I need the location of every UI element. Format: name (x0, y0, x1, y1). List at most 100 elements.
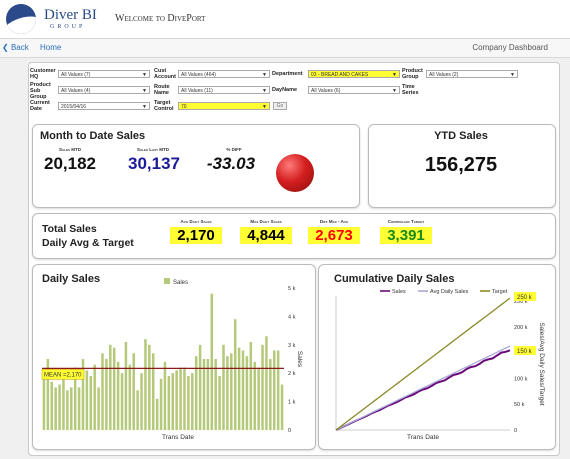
sales-mtd-label: Sales MTD (59, 147, 81, 152)
y-tick-label: 4 k (288, 314, 296, 320)
bar (276, 350, 280, 430)
daily-x-axis-label: Trans Date (162, 434, 194, 441)
bar (241, 350, 245, 430)
bar (66, 390, 69, 430)
welcome-title: Welcome to DivePort (115, 13, 206, 24)
y-tick-label: 3 k (288, 343, 296, 349)
customer-hq-value: All Values (7) (61, 72, 91, 78)
controlled-target-value: 3,391 (380, 227, 432, 244)
bar (198, 344, 202, 430)
bar (175, 370, 178, 430)
bar (233, 319, 237, 430)
bar (136, 390, 139, 430)
bar (194, 356, 198, 430)
bar (155, 398, 159, 430)
bar (210, 293, 214, 430)
ytd-title: YTD Sales (434, 130, 488, 142)
bar (269, 359, 272, 430)
cum-y-axis-label: Sales/Avg Daily Sales/Target (538, 322, 545, 406)
back-button[interactable]: ❮ Back (2, 43, 29, 52)
chevron-down-icon: ▼ (142, 104, 147, 110)
bar (58, 384, 61, 430)
chevron-down-icon: ▼ (392, 72, 397, 78)
bar (140, 373, 143, 430)
mean-label: MEAN =2,170 (44, 372, 82, 378)
bar (124, 341, 128, 430)
current-date-input[interactable]: 2015/04/16 ▼ (58, 102, 150, 110)
go-button[interactable]: Go (273, 102, 287, 110)
y-tick-label: 2 k (288, 371, 296, 377)
logo-subtext: GROUP (50, 24, 86, 30)
end-label-box-target (514, 292, 536, 301)
series-line (335, 345, 511, 431)
filter-label-product-sub-group: Product Sub Group (30, 82, 51, 100)
back-label: Back (10, 43, 29, 52)
department-select[interactable]: 03 - BREAD AND CAKES ▼ (308, 70, 400, 78)
y-tick-label: 0 (514, 428, 517, 434)
product-group-value: All Values (2) (429, 72, 459, 78)
pct-diff-value: -33.03 (206, 154, 256, 173)
customer-hq-select[interactable]: All Values (7) ▼ (58, 70, 150, 78)
bar (265, 336, 268, 430)
bar (132, 353, 135, 430)
diff-max-avg-value: 2,673 (308, 227, 360, 244)
bar (191, 373, 194, 430)
chevron-down-icon: ▼ (392, 88, 397, 94)
target-control-select[interactable]: 70 ▼ (178, 102, 270, 110)
y-tick-label: 250 k (514, 299, 528, 305)
cumulative-title: Cumulative Daily Sales (334, 273, 455, 285)
bar (112, 347, 116, 430)
legend-label: Avg Daily Sales (430, 289, 469, 295)
product-sub-group-select[interactable]: All Values (4) ▼ (58, 86, 150, 94)
filter-label-department: Department (272, 71, 303, 77)
bar (120, 373, 124, 430)
bar (128, 364, 132, 430)
max-daily-sales-label: Max Daily Sales (250, 219, 282, 224)
avg-daily-sales-value: 2,170 (170, 227, 222, 244)
filter-label-current-date: Current Date (30, 100, 50, 112)
diff-max-avg-label: Diff Max - Avg (319, 219, 349, 224)
bar (249, 341, 253, 430)
y-tick-label: 0 (288, 428, 291, 434)
bar (73, 367, 77, 430)
legend-label: Target (492, 289, 508, 295)
filter-label-time-series: Time Series (402, 84, 419, 96)
app-header: Diver BI GROUP Welcome to DivePort (0, 0, 570, 39)
dashboard-title: Company Dashboard (472, 43, 548, 52)
sales-last-mtd-value: 30,137 (128, 154, 180, 173)
bar (42, 376, 46, 430)
chevron-down-icon: ▼ (262, 104, 267, 110)
daily-y-axis-label: Sales (296, 351, 303, 368)
bar (144, 339, 147, 430)
chevron-down-icon: ▼ (142, 88, 147, 94)
cumulative-sales-chart: Sales Avg Daily Sales Target 0 50 k 100 k 150… (335, 289, 545, 441)
bar (105, 359, 108, 430)
target-control-value: 70 (181, 104, 187, 110)
product-group-select[interactable]: All Values (2) ▼ (426, 70, 518, 78)
bar (183, 367, 186, 430)
dayname-select[interactable]: All Values (6) ▼ (308, 86, 400, 94)
mean-label-box (41, 369, 85, 380)
bar (171, 373, 175, 430)
filter-bar: Customer HQ All Values (7) ▼ Cust Account… (30, 68, 550, 116)
filter-label-route-name: Route Name (154, 84, 170, 96)
legend-swatch-sales (164, 278, 170, 284)
route-name-select[interactable]: All Values (11) ▼ (178, 86, 270, 94)
bar (46, 359, 50, 430)
department-value: 03 - BREAD AND CAKES (311, 72, 369, 78)
controlled-target-label: Controlled Target (387, 219, 425, 224)
totals-card (32, 213, 556, 259)
route-name-value: All Values (11) (181, 88, 213, 94)
bar (202, 359, 206, 430)
bar (97, 387, 100, 430)
bar (93, 364, 96, 430)
bar (85, 370, 89, 430)
cust-account-select[interactable]: All Values (464) ▼ (178, 70, 270, 78)
daily-sales-title: Daily Sales (42, 273, 101, 285)
bar (226, 356, 229, 430)
chevron-down-icon: ▼ (142, 72, 147, 78)
bar (54, 387, 57, 430)
home-link[interactable]: Home (40, 43, 62, 52)
mtd-title: Month to Date Sales (40, 130, 146, 142)
bar (230, 353, 233, 430)
